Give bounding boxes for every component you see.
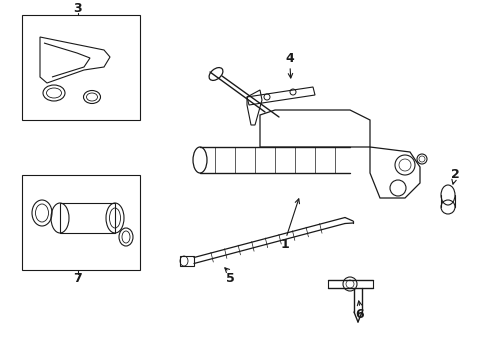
Text: 3: 3 — [74, 1, 82, 14]
Text: 2: 2 — [450, 168, 458, 181]
Text: 7: 7 — [74, 271, 82, 284]
Text: 1: 1 — [280, 238, 289, 252]
Text: 6: 6 — [355, 309, 364, 321]
Bar — [22, 15, 140, 120]
Bar — [22, 175, 140, 270]
Text: 5: 5 — [225, 271, 234, 284]
Text: 4: 4 — [285, 51, 294, 64]
Bar — [60, 203, 115, 233]
